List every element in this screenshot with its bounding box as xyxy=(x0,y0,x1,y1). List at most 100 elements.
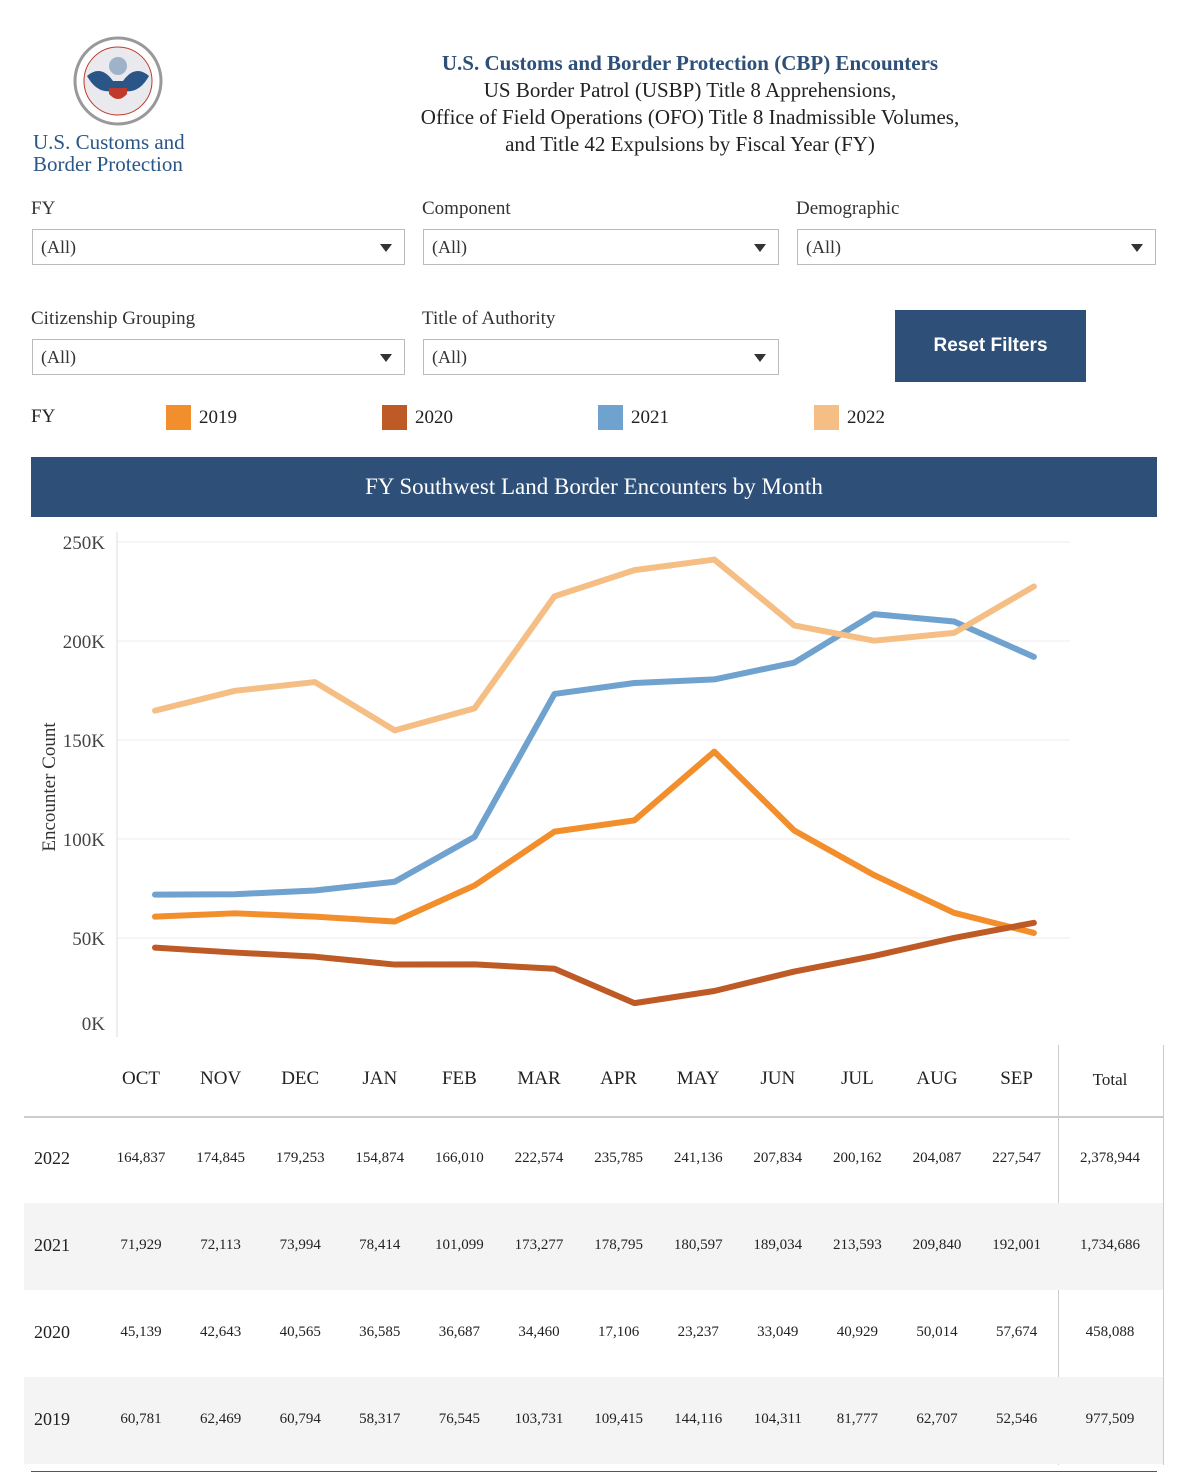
legend-item-2022[interactable]: 2022 xyxy=(814,405,885,430)
y-tick-label: 100K xyxy=(63,830,106,851)
y-tick-label: 150K xyxy=(63,731,106,752)
table-cell: 200,162 xyxy=(833,1150,882,1166)
table-cell: 42,643 xyxy=(199,1324,242,1340)
table-cell: 179,253 xyxy=(275,1150,325,1166)
table-cell: 154,874 xyxy=(355,1150,405,1166)
table-cell: 241,136 xyxy=(673,1150,723,1166)
table-cell: 50,014 xyxy=(916,1324,958,1340)
column-header-total: Total xyxy=(1092,1070,1128,1089)
dropdown-arrow-icon xyxy=(380,244,392,252)
legend-item-2019[interactable]: 2019 xyxy=(166,405,237,430)
column-header: JUL xyxy=(841,1068,874,1089)
table-row: 2021 71,929 72,113 73,994 78,414 101,099 173,2… xyxy=(24,1203,1163,1290)
table-cell: 101,099 xyxy=(435,1237,484,1253)
legend-label: 2022 xyxy=(847,406,885,428)
table-cell: 213,593 xyxy=(833,1237,882,1253)
table-cell: 60,794 xyxy=(279,1411,321,1427)
column-header: JUN xyxy=(760,1068,796,1089)
legend-swatch xyxy=(382,405,407,430)
component-filter-select[interactable]: (All) xyxy=(423,229,779,265)
column-header: DEC xyxy=(281,1068,320,1089)
legend-item-2020[interactable]: 2020 xyxy=(382,405,453,430)
column-header: AUG xyxy=(916,1068,958,1089)
table-cell: 189,034 xyxy=(753,1237,803,1253)
demographic-filter-select[interactable]: (All) xyxy=(797,229,1156,265)
fy-filter-select[interactable]: (All) xyxy=(32,229,405,265)
table-cell: 60,781 xyxy=(120,1411,162,1427)
table-cell: 40,565 xyxy=(279,1324,321,1340)
table-row: 2022 164,837 174,845 179,253 154,874 166,010 2… xyxy=(24,1116,1163,1203)
y-tick-label: 200K xyxy=(63,632,106,653)
table-cell: 104,311 xyxy=(753,1411,802,1427)
legend-item-2021[interactable]: 2021 xyxy=(598,405,669,430)
table-cell: 62,707 xyxy=(916,1411,958,1427)
table-cell: 36,687 xyxy=(438,1324,481,1340)
series-line-2022[interactable] xyxy=(152,556,1037,734)
column-header: MAY xyxy=(676,1068,720,1089)
cbp-wordmark: U.S. Customs and Border Protection xyxy=(33,131,185,175)
table-cell: 36,585 xyxy=(359,1324,401,1340)
table-cell: 45,139 xyxy=(120,1324,162,1340)
table-cell: 103,731 xyxy=(514,1411,564,1427)
row-year: 2022 xyxy=(34,1148,70,1168)
table-row: 2020 45,139 42,643 40,565 36,585 36,687 34,460… xyxy=(24,1290,1163,1377)
table-cell: 192,001 xyxy=(992,1237,1041,1253)
column-header: FEB xyxy=(441,1068,477,1089)
table-cell: 178,795 xyxy=(594,1237,643,1253)
row-year: 2021 xyxy=(34,1235,70,1255)
row-total: 2,378,944 xyxy=(1080,1150,1140,1166)
table-right-border xyxy=(1163,1045,1164,1465)
legend-swatch xyxy=(166,405,191,430)
table-cell: 34,460 xyxy=(518,1324,560,1340)
table-cell: 71,929 xyxy=(120,1237,162,1253)
citizenship-filter-select[interactable]: (All) xyxy=(32,339,405,375)
table-cell: 17,106 xyxy=(597,1324,640,1340)
column-header: SEP xyxy=(1000,1068,1033,1089)
column-header: JAN xyxy=(362,1068,398,1089)
table-cell: 174,845 xyxy=(196,1150,245,1166)
row-total: 1,734,686 xyxy=(1080,1237,1140,1253)
title-line2: US Border Patrol (USBP) Title 8 Apprehen… xyxy=(483,78,897,102)
legend-label: 2020 xyxy=(415,406,453,428)
title-main: U.S. Customs and Border Protection (CBP)… xyxy=(441,51,939,75)
dropdown-arrow-icon xyxy=(1131,244,1143,252)
dropdown-arrow-icon xyxy=(754,354,766,362)
table-cell: 40,929 xyxy=(836,1324,879,1340)
authority-filter-label: Title of Authority xyxy=(422,308,556,329)
column-header: MAR xyxy=(517,1068,561,1089)
dropdown-arrow-icon xyxy=(380,354,392,362)
cbp-seal-logo xyxy=(73,36,163,131)
legend-title: FY xyxy=(31,406,56,427)
legend-label: 2021 xyxy=(631,406,669,428)
table-cell: 81,777 xyxy=(836,1411,879,1427)
table-cell: 73,994 xyxy=(279,1237,321,1253)
table-cell: 164,837 xyxy=(116,1150,166,1166)
y-tick-label: 0K xyxy=(82,1014,106,1035)
table-header-row: OCT NOV DEC JAN FEB MAR APR MAY JUN JUL AUG SEP Tota… xyxy=(0,1068,1186,1098)
wordmark-line1: U.S. Customs and xyxy=(33,130,185,154)
demographic-filter-label: Demographic xyxy=(796,198,900,219)
table-cell: 227,547 xyxy=(992,1150,1041,1166)
series-line-2020[interactable] xyxy=(152,919,1037,1007)
authority-filter-value: (All) xyxy=(432,347,467,367)
table-cell: 109,415 xyxy=(594,1411,643,1427)
authority-filter-select[interactable]: (All) xyxy=(423,339,779,375)
table-cell: 173,277 xyxy=(514,1237,564,1253)
title-line4: and Title 42 Expulsions by Fiscal Year (… xyxy=(505,132,875,156)
legend-swatch xyxy=(598,405,623,430)
header-divider xyxy=(24,1116,1163,1118)
table-cell: 235,785 xyxy=(594,1150,643,1166)
page-title: U.S. Customs and Border Protection (CBP)… xyxy=(290,50,1090,158)
row-total: 458,088 xyxy=(1085,1324,1135,1340)
reset-filters-button[interactable]: Reset Filters xyxy=(895,310,1086,382)
table-bottom-border xyxy=(31,1471,1157,1472)
column-header: OCT xyxy=(122,1068,160,1089)
citizenship-filter-label: Citizenship Grouping xyxy=(31,308,196,329)
table-cell: 166,010 xyxy=(435,1150,484,1166)
series-line-2021[interactable] xyxy=(152,611,1037,898)
series-line-2019[interactable] xyxy=(152,748,1037,936)
component-filter-label: Component xyxy=(422,198,511,219)
citizenship-filter-value: (All) xyxy=(41,347,76,367)
title-line3: Office of Field Operations (OFO) Title 8… xyxy=(420,105,960,129)
table-cell: 62,469 xyxy=(199,1411,242,1427)
